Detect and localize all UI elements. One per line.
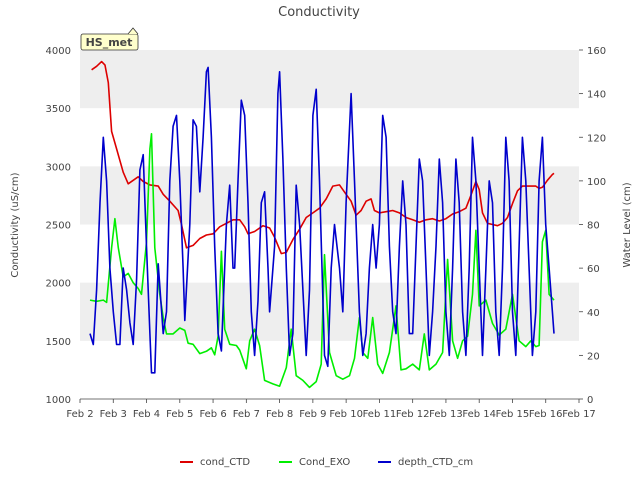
x-tick-label: Feb 5 [166,409,193,420]
series-line-cond-exo [89,133,555,389]
series-line-depth-ctd-cm [89,66,555,374]
x-tick-label: Feb 4 [133,409,160,420]
y-tick-label-right: 60 [587,264,600,275]
y-tick-label-left: 3000 [46,162,71,173]
y-tick-label-left: 1000 [46,395,71,406]
ticks-layer: Feb 2 Feb 3 Feb 4 Feb 5 Feb 6 Feb 7 Feb 8 Feb 9… [46,46,607,420]
y-tick-label-right: 40 [587,308,600,319]
x-tick-label: Feb 3 [100,409,127,420]
station-badge-notch [127,27,139,35]
grid-band [80,50,579,109]
legend-label: Cond_EXO [299,457,350,468]
y-tick-label-left: 3500 [46,104,71,115]
y-tick-label-right: 120 [587,133,606,144]
y-tick-label-left: 2000 [46,279,71,290]
x-tick-label: Feb 6 [199,409,226,420]
legend-label: cond_CTD [200,457,250,468]
y-tick-label-right: 0 [587,395,593,406]
x-tick-label: Feb 14 [462,409,496,420]
x-tick-label: Feb 15 [496,409,530,420]
y-tick-label-right: 140 [587,90,606,101]
y-tick-label-right: 20 [587,351,600,362]
legend-label: depth_CTD_cm [398,457,473,468]
station-badge-box [80,33,139,51]
x-tick-label: Feb 17 [562,409,596,420]
x-tick-label: Feb 8 [266,409,293,420]
x-tick-label: Feb 11 [363,409,397,420]
series-line-cond-ctd [91,60,555,255]
x-tick-label: Feb 2 [66,409,93,420]
y-tick-label-left: 1500 [46,337,71,348]
station-badge-label: HS_met [86,36,133,49]
y-tick-label-right: 100 [587,177,606,188]
x-tick-label: Feb 10 [329,409,363,420]
legend: cond_CTD Cond_EXO depth_CTD_cm [180,457,473,468]
x-tick-label: Feb 9 [299,409,326,420]
y-tick-label-left: 4000 [46,46,71,57]
y-tick-label-right: 80 [587,221,600,232]
station-badge: HS_met [80,27,139,51]
y-tick-label-right: 160 [587,46,606,57]
chart-title: Conductivity [278,5,360,20]
y-axis-label-right: Water Level (cm) [622,182,633,267]
x-tick-label: Feb 12 [396,409,430,420]
y-axis-label-left: Conductivity (uS/cm) [10,172,21,277]
y-tick-label-left: 2500 [46,221,71,232]
series-layer [89,60,555,389]
x-tick-label: Feb 7 [233,409,260,420]
x-tick-label: Feb 13 [429,409,463,420]
x-tick-label: Feb 16 [529,409,563,420]
